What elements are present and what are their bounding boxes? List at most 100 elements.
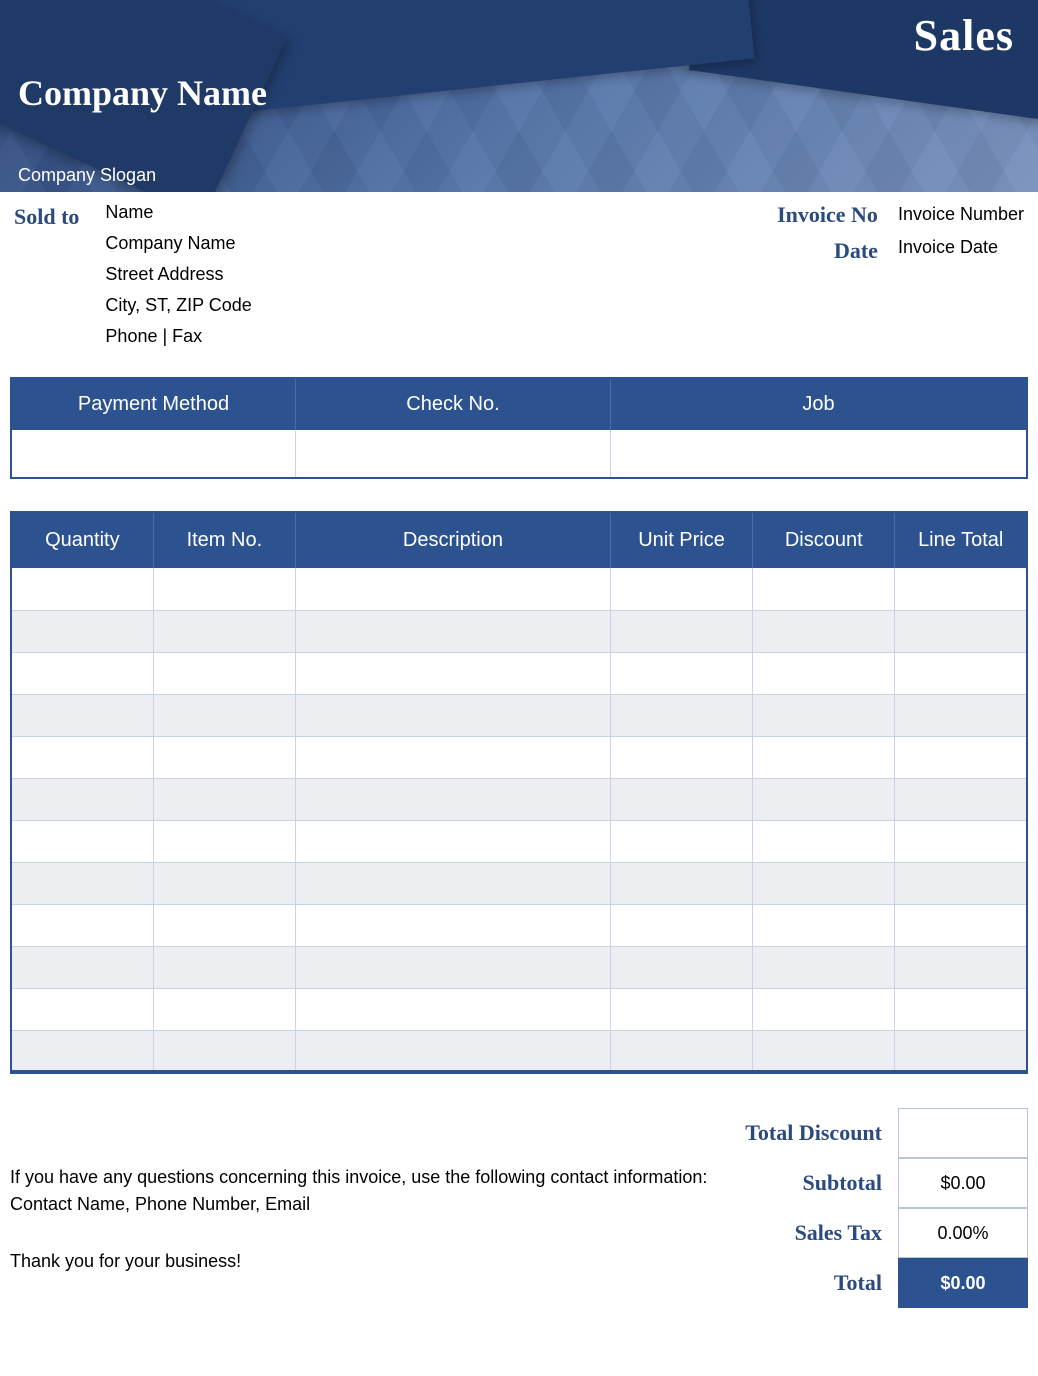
- table-row: [11, 862, 1027, 904]
- items-cell[interactable]: [753, 652, 895, 694]
- items-cell[interactable]: [753, 778, 895, 820]
- total-label: Total: [745, 1258, 898, 1308]
- items-cell[interactable]: [153, 820, 295, 862]
- items-cell[interactable]: [295, 820, 610, 862]
- items-cell[interactable]: [11, 652, 153, 694]
- items-cell[interactable]: [895, 862, 1027, 904]
- items-cell[interactable]: [295, 988, 610, 1030]
- items-cell[interactable]: [153, 694, 295, 736]
- items-cell[interactable]: [753, 568, 895, 610]
- items-cell[interactable]: [610, 820, 752, 862]
- total-discount-value: [898, 1108, 1028, 1158]
- items-cell[interactable]: [295, 778, 610, 820]
- footer-line2: Contact Name, Phone Number, Email: [10, 1194, 725, 1215]
- items-col-2: Description: [295, 512, 610, 568]
- items-cell[interactable]: [153, 736, 295, 778]
- items-cell[interactable]: [11, 862, 153, 904]
- items-cell[interactable]: [610, 610, 752, 652]
- items-cell[interactable]: [11, 1030, 153, 1072]
- items-cell[interactable]: [895, 736, 1027, 778]
- items-cell[interactable]: [753, 946, 895, 988]
- payment-cell-2[interactable]: [610, 430, 1027, 478]
- items-cell[interactable]: [295, 1030, 610, 1072]
- items-cell[interactable]: [295, 862, 610, 904]
- total-discount-label: Total Discount: [745, 1108, 898, 1158]
- items-cell[interactable]: [11, 820, 153, 862]
- items-cell[interactable]: [610, 778, 752, 820]
- table-row: [11, 652, 1027, 694]
- items-cell[interactable]: [895, 694, 1027, 736]
- items-cell[interactable]: [753, 1030, 895, 1072]
- items-cell[interactable]: [153, 904, 295, 946]
- items-cell[interactable]: [295, 694, 610, 736]
- items-cell[interactable]: [11, 946, 153, 988]
- payment-col-0: Payment Method: [11, 378, 295, 430]
- items-cell[interactable]: [153, 988, 295, 1030]
- items-cell[interactable]: [895, 904, 1027, 946]
- items-cell[interactable]: [11, 988, 153, 1030]
- items-cell[interactable]: [295, 568, 610, 610]
- invoice-no-value: Invoice Number: [898, 202, 1024, 225]
- items-cell[interactable]: [153, 778, 295, 820]
- items-cell[interactable]: [153, 1030, 295, 1072]
- items-col-4: Discount: [753, 512, 895, 568]
- items-cell[interactable]: [610, 694, 752, 736]
- items-cell[interactable]: [895, 610, 1027, 652]
- items-cell[interactable]: [295, 946, 610, 988]
- items-cell[interactable]: [11, 736, 153, 778]
- items-cell[interactable]: [610, 946, 752, 988]
- items-cell[interactable]: [610, 1030, 752, 1072]
- payment-cell-0[interactable]: [11, 430, 295, 478]
- items-cell[interactable]: [610, 736, 752, 778]
- total-value: $0.00: [898, 1258, 1028, 1308]
- items-cell[interactable]: [11, 904, 153, 946]
- items-cell[interactable]: [895, 568, 1027, 610]
- items-cell[interactable]: [753, 904, 895, 946]
- items-cell[interactable]: [895, 778, 1027, 820]
- items-cell[interactable]: [610, 568, 752, 610]
- payment-col-2: Job: [610, 378, 1027, 430]
- items-cell[interactable]: [295, 610, 610, 652]
- items-cell[interactable]: [11, 778, 153, 820]
- items-cell[interactable]: [610, 988, 752, 1030]
- table-row: [11, 778, 1027, 820]
- items-cell[interactable]: [753, 988, 895, 1030]
- items-cell[interactable]: [895, 946, 1027, 988]
- items-cell[interactable]: [11, 694, 153, 736]
- items-cell[interactable]: [753, 610, 895, 652]
- items-cell[interactable]: [153, 862, 295, 904]
- items-cell[interactable]: [11, 568, 153, 610]
- items-cell[interactable]: [753, 736, 895, 778]
- items-cell[interactable]: [610, 652, 752, 694]
- items-cell[interactable]: [895, 1030, 1027, 1072]
- items-cell[interactable]: [610, 904, 752, 946]
- items-cell[interactable]: [295, 652, 610, 694]
- subtotal-label: Subtotal: [745, 1158, 898, 1208]
- items-col-5: Line Total: [895, 512, 1027, 568]
- items-cell[interactable]: [153, 610, 295, 652]
- items-cell[interactable]: [153, 568, 295, 610]
- sold-to-name: Name: [105, 202, 251, 223]
- table-row: [11, 946, 1027, 988]
- table-row: [11, 694, 1027, 736]
- sales-title: Sales: [914, 10, 1014, 61]
- items-cell[interactable]: [895, 652, 1027, 694]
- items-cell[interactable]: [753, 820, 895, 862]
- items-cell[interactable]: [895, 820, 1027, 862]
- items-cell[interactable]: [153, 652, 295, 694]
- payment-cell-1[interactable]: [295, 430, 610, 478]
- items-cell[interactable]: [753, 862, 895, 904]
- footer-thanks: Thank you for your business!: [10, 1251, 725, 1272]
- items-cell[interactable]: [153, 946, 295, 988]
- table-row: [11, 988, 1027, 1030]
- table-row: [11, 904, 1027, 946]
- sold-to-street: Street Address: [105, 264, 251, 285]
- items-cell[interactable]: [895, 988, 1027, 1030]
- items-cell[interactable]: [11, 610, 153, 652]
- items-cell[interactable]: [295, 736, 610, 778]
- items-cell[interactable]: [753, 694, 895, 736]
- items-cell[interactable]: [610, 862, 752, 904]
- footer: If you have any questions concerning thi…: [0, 1074, 1038, 1328]
- sold-to-city: City, ST, ZIP Code: [105, 295, 251, 316]
- items-cell[interactable]: [295, 904, 610, 946]
